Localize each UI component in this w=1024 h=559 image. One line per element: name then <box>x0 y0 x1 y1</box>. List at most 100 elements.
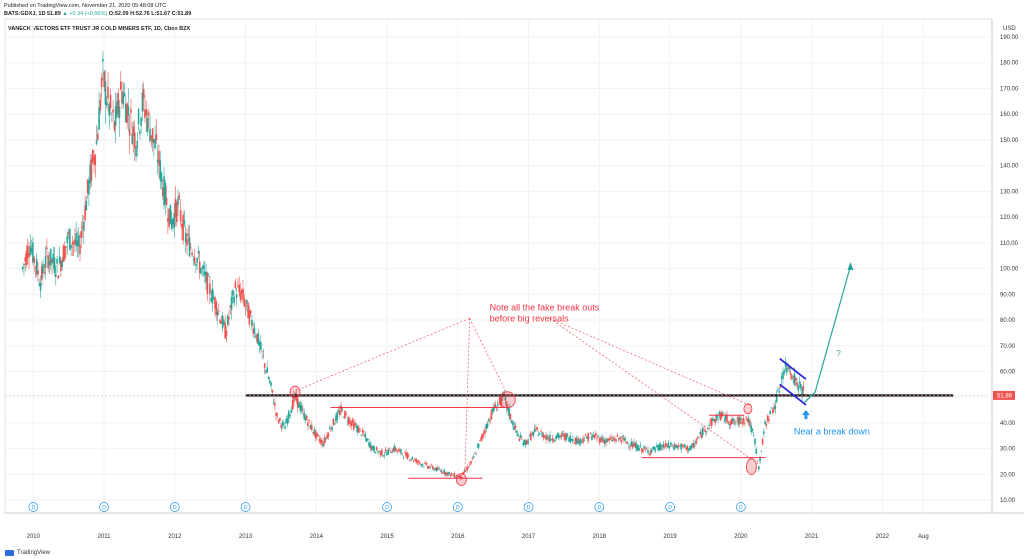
candle-body <box>634 443 637 448</box>
y-tick-label: 90.00 <box>1000 292 1016 298</box>
candle <box>573 442 575 444</box>
candle-body <box>168 208 170 227</box>
candle-body <box>439 470 442 472</box>
candle-body <box>620 439 623 443</box>
candle <box>592 431 595 438</box>
candle <box>549 431 551 444</box>
candle <box>387 447 389 455</box>
candle <box>677 442 680 450</box>
candle <box>470 460 472 466</box>
candle-body <box>770 407 773 409</box>
candle <box>247 301 249 319</box>
candle-body <box>409 459 411 461</box>
candle-body <box>253 327 256 334</box>
candle <box>308 419 311 424</box>
dividend-marker-label: D <box>173 505 177 511</box>
candle-body <box>33 257 35 263</box>
candle <box>607 437 610 442</box>
candle-body <box>135 148 137 157</box>
candle <box>388 447 391 452</box>
candle <box>789 368 792 381</box>
breakdown-arrow-stem <box>804 415 808 420</box>
candle <box>293 391 295 408</box>
candle-body <box>784 363 787 367</box>
candle-body <box>774 405 777 410</box>
candle-body <box>53 257 56 274</box>
candle <box>769 410 772 415</box>
candle-body <box>302 409 304 410</box>
candle-body <box>127 106 130 116</box>
candle-body <box>653 446 656 450</box>
candle <box>751 427 754 434</box>
candle <box>791 374 793 380</box>
candle-body <box>417 460 420 463</box>
candle-body <box>729 420 732 425</box>
candle-body <box>308 420 311 422</box>
candle <box>121 81 123 110</box>
candle-body <box>288 410 290 419</box>
candle <box>99 93 102 115</box>
candle-body <box>310 425 313 431</box>
candle <box>719 411 722 422</box>
candle <box>118 99 121 137</box>
candle-body <box>631 443 634 448</box>
candle-body <box>424 462 426 464</box>
candle-body <box>471 458 474 460</box>
candle-body <box>797 385 800 391</box>
callout-line <box>549 318 750 406</box>
candle-body <box>610 437 612 439</box>
candle <box>635 440 638 452</box>
projection-arrow <box>804 265 852 403</box>
candle-body <box>144 109 146 118</box>
candle <box>177 189 179 216</box>
candle <box>274 398 276 411</box>
candle <box>260 335 262 352</box>
candle-body <box>717 418 719 420</box>
candle <box>326 431 328 440</box>
candle <box>679 444 681 447</box>
candle-body <box>554 439 556 442</box>
y-tick-label: 180.00 <box>1000 61 1019 67</box>
candle-body <box>732 418 735 422</box>
candle <box>226 314 229 327</box>
candle-body <box>726 414 728 423</box>
candle <box>40 261 43 286</box>
candle-body <box>421 464 424 465</box>
candle-body <box>667 442 670 448</box>
candle-body <box>763 431 765 434</box>
candle-body <box>454 476 457 478</box>
tradingview-logo[interactable]: TradingView <box>5 550 50 556</box>
candle <box>53 246 56 277</box>
x-tick-label: 2010 <box>27 534 41 540</box>
candle <box>133 120 136 161</box>
candle-body <box>319 439 322 443</box>
candle-body <box>410 459 412 460</box>
candle-body <box>712 418 714 421</box>
candle-body <box>796 382 798 386</box>
candle <box>63 241 66 261</box>
candle <box>48 252 51 274</box>
candle-body <box>689 445 691 451</box>
candle-body <box>293 395 295 403</box>
candle <box>258 339 261 354</box>
candle-body <box>593 434 596 439</box>
candle <box>471 456 474 461</box>
candle <box>88 176 90 207</box>
candle-body <box>749 420 751 427</box>
candle <box>67 229 70 240</box>
candle-body <box>242 288 244 300</box>
candle-body <box>510 420 513 424</box>
candle <box>392 446 395 453</box>
candle-body <box>786 367 788 373</box>
highlight-ellipse <box>455 473 467 486</box>
candle <box>256 333 258 344</box>
candle <box>312 432 314 436</box>
candle <box>332 418 335 426</box>
candle-body <box>267 377 270 379</box>
candle <box>673 441 676 451</box>
candle-body <box>326 435 328 439</box>
candle <box>223 318 225 326</box>
candle <box>696 435 699 441</box>
candle <box>465 467 467 472</box>
